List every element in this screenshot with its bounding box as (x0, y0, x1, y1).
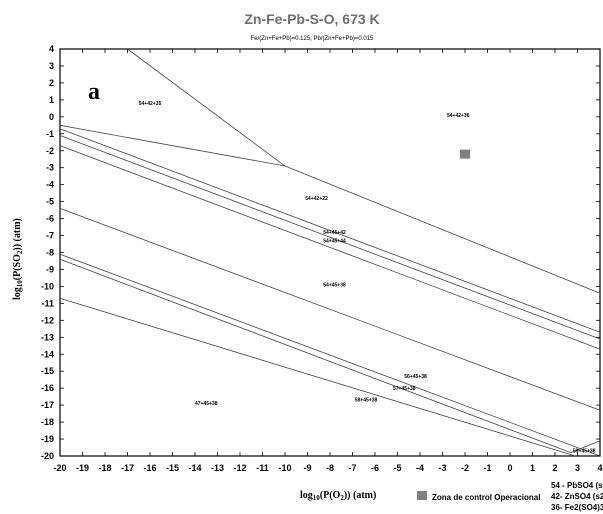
plot-area (59, 48, 601, 457)
x-tick-label: 1 (530, 463, 535, 473)
y-axis-ticks: -20-19-18-17-16-15-14-13-12-11-10-9-8-7-… (41, 44, 600, 461)
y-tick-label: -12 (41, 315, 54, 325)
y-tick-label: -13 (41, 332, 54, 342)
y-tick-label: 2 (49, 78, 54, 88)
species-key-2: 42- ZnSO4 (s2) (551, 492, 603, 501)
boundary-line-1 (127, 48, 286, 167)
chart-title: Zn-Fe-Pb-S-O, 673 K (244, 11, 379, 27)
y-tick-label: -19 (41, 434, 54, 444)
region-label-10: 47+45+38 (195, 401, 218, 407)
y-tick-label: -18 (41, 417, 54, 427)
x-tick-label: -10 (278, 463, 291, 473)
y-tick-label: -11 (41, 298, 54, 308)
x-tick-label: -11 (256, 463, 269, 473)
x-tick-label: -12 (233, 463, 246, 473)
x-tick-label: -1 (483, 463, 491, 473)
y-tick-label: -8 (46, 248, 54, 258)
y-tick-label: -16 (41, 383, 54, 393)
x-tick-label: 0 (507, 463, 512, 473)
boundary-line-8 (59, 253, 601, 457)
y-tick-label: -7 (46, 231, 54, 241)
y-axis-label: log10(P(SO2)) (atm) (12, 218, 24, 300)
region-label-2: 54+42+36 (447, 113, 470, 119)
y-tick-label: -15 (41, 366, 54, 376)
boundary-line-5 (59, 135, 601, 340)
region-label-3: 54+42+22 (305, 196, 328, 202)
boundary-line-3 (284, 165, 601, 294)
x-tick-label: -18 (98, 463, 111, 473)
y-tick-label: -5 (46, 197, 54, 207)
x-tick-label: -8 (326, 463, 334, 473)
x-tick-label: -9 (303, 463, 311, 473)
chart-subtitle: Fe/(Zn+Fe+Pb)=0.125, Pb/(Zn+Fe+Pb)=0.015 (251, 36, 374, 42)
region-label-11: 59+45+38 (573, 449, 596, 455)
x-tick-label: -6 (371, 463, 379, 473)
region-label-9: 58+45+38 (355, 398, 378, 404)
region-label-7: 56+45+38 (404, 374, 427, 380)
y-tick-label: 0 (49, 112, 54, 122)
boundary-line-7 (59, 208, 601, 411)
x-tick-label: -16 (143, 463, 156, 473)
x-tick-label: -19 (76, 463, 89, 473)
boundary-line-4 (59, 128, 601, 333)
y-tick-label: -1 (46, 129, 54, 139)
x-tick-label: -5 (393, 463, 401, 473)
boundary-line-2 (59, 124, 286, 167)
y-tick-label: -9 (46, 264, 54, 274)
boundary-lines (59, 48, 601, 457)
y-tick-label: 1 (49, 95, 54, 105)
region-label-1: 54+42+35 (139, 101, 162, 107)
x-tick-label: -2 (461, 463, 469, 473)
region-labels: 54+42+35 54+42+36 54+42+22 54+45+42 54+45+44… (139, 101, 596, 455)
species-key-1: 54 - PbSO4 (s) (551, 481, 603, 490)
boundary-line-9 (59, 258, 571, 453)
x-tick-label: -20 (53, 463, 66, 473)
x-tick-label: 2 (552, 463, 557, 473)
x-tick-label: -17 (121, 463, 134, 473)
region-label-8: 57+45+38 (393, 386, 416, 392)
y-tick-label: 3 (49, 61, 54, 71)
x-axis-ticks: -20 -19 -18 -17 -16 -15 -14 -13 -12 -11 -10 -9 -8 -7-… (53, 49, 603, 473)
region-label-5: 54+45+44 (323, 238, 346, 244)
y-tick-label: -17 (41, 400, 54, 410)
x-tick-label: 3 (575, 463, 580, 473)
x-tick-label: -14 (188, 463, 201, 473)
x-tick-label: -4 (416, 463, 424, 473)
x-tick-label: 4 (597, 463, 602, 473)
y-tick-label: -10 (41, 281, 54, 291)
region-label-4: 54+45+42 (323, 230, 346, 236)
y-tick-label: -14 (41, 349, 54, 359)
x-tick-label: -7 (348, 463, 356, 473)
y-tick-label: -4 (46, 180, 54, 190)
region-label-6: 54+45+38 (323, 282, 346, 288)
boundary-line-6 (59, 145, 601, 350)
y-tick-label: -3 (46, 163, 54, 173)
boundary-line-11 (570, 440, 601, 453)
panel-label: a (88, 79, 100, 105)
legend-swatch-operational-zone (417, 491, 427, 500)
x-tick-label: -3 (438, 463, 446, 473)
species-key-3: 36- Fe2(SO4)3 (551, 503, 603, 512)
y-tick-label: 4 (49, 44, 54, 54)
y-tick-label: -2 (46, 146, 54, 156)
x-tick-label: -15 (166, 463, 179, 473)
legend-label-operational-zone: Zona de control Operacional (432, 493, 540, 502)
y-tick-label: -6 (46, 214, 54, 224)
operational-zone-marker (460, 149, 470, 159)
y-tick-label: -20 (41, 451, 54, 461)
boundary-line-10 (59, 297, 576, 457)
x-axis-label: log10(P(O2)) (atm) (300, 490, 376, 502)
x-tick-label: -13 (211, 463, 224, 473)
